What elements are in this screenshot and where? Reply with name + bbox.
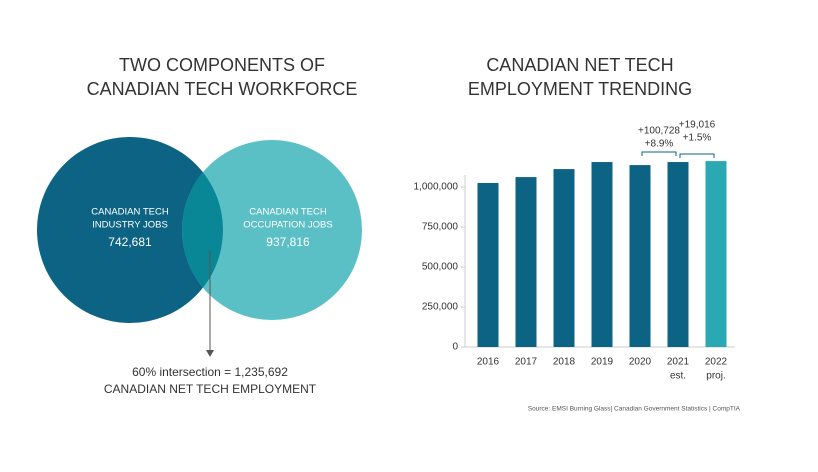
- x-tick-label: 2021: [667, 357, 690, 368]
- x-tick-label: 2020: [629, 357, 652, 368]
- set-label: OCCUPATION JOBS: [243, 220, 332, 231]
- chart-title: CANADIAN TECH WORKFORCE: [87, 79, 358, 99]
- bar: [591, 162, 613, 347]
- annotation: +19,016: [679, 120, 716, 131]
- bar: [705, 161, 727, 347]
- set-label: INDUSTRY JOBS: [92, 220, 168, 231]
- y-tick-label: 500,000: [422, 262, 459, 273]
- set-value: 742,681: [108, 235, 152, 249]
- bar: [515, 177, 537, 347]
- x-tick-note: proj.: [706, 371, 725, 382]
- x-tick-label: 2016: [477, 357, 500, 368]
- bracket: [641, 151, 677, 156]
- venn-set: [37, 137, 223, 323]
- intersection-label: CANADIAN NET TECH EMPLOYMENT: [104, 382, 317, 396]
- chart-title: EMPLOYMENT TRENDING: [468, 79, 692, 99]
- y-tick-label: 250,000: [422, 302, 459, 313]
- set-value: 937,816: [266, 235, 310, 249]
- intersection-label: 60% intersection = 1,235,692: [132, 365, 288, 379]
- annotation-sub: +1.5%: [683, 133, 712, 144]
- x-tick-label: 2022: [705, 357, 728, 368]
- set-label: CANADIAN TECH: [91, 207, 169, 218]
- x-tick-label: 2019: [591, 357, 614, 368]
- chart-title: CANADIAN NET TECH: [486, 55, 673, 75]
- y-tick-label: 0: [452, 342, 458, 353]
- x-tick-note: est.: [670, 371, 686, 382]
- bar: [477, 183, 499, 347]
- arrow-head: [206, 350, 214, 357]
- bar: [667, 162, 689, 347]
- bar: [553, 169, 575, 347]
- y-tick-label: 1,000,000: [414, 182, 459, 193]
- bar: [629, 165, 651, 347]
- source: Source: EMSI Burning Glass| Canadian Gov…: [528, 406, 741, 413]
- annotation-sub: +8.9%: [645, 139, 674, 150]
- bracket: [679, 153, 715, 158]
- set-label: CANADIAN TECH: [249, 207, 327, 218]
- y-tick-label: 750,000: [422, 222, 459, 233]
- venn-set: [182, 140, 362, 320]
- annotation: +100,728: [638, 126, 680, 137]
- x-tick-label: 2018: [553, 357, 576, 368]
- chart-title: TWO COMPONENTS OF: [119, 55, 325, 75]
- x-tick-label: 2017: [515, 357, 538, 368]
